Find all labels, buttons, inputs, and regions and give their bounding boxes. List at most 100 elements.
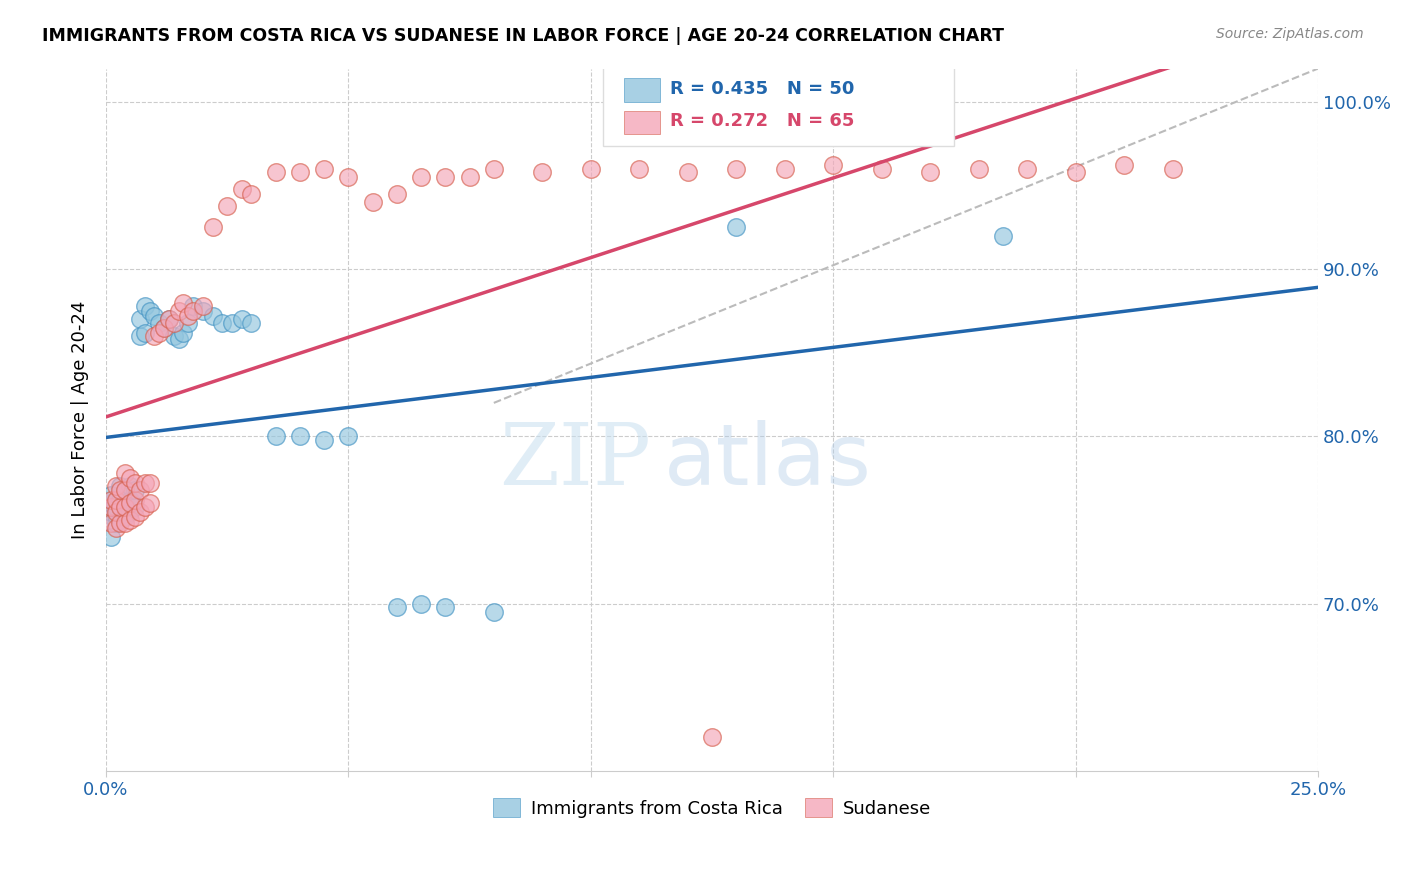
- Point: [134, 500, 156, 514]
- Legend: Immigrants from Costa Rica, Sudanese: Immigrants from Costa Rica, Sudanese: [486, 791, 938, 825]
- Point: [967, 161, 990, 176]
- Point: [264, 429, 287, 443]
- Point: [100, 488, 122, 502]
- Point: [104, 516, 127, 531]
- Point: [100, 516, 122, 531]
- Point: [104, 479, 127, 493]
- Point: [110, 516, 132, 531]
- Point: [114, 496, 136, 510]
- Point: [163, 329, 186, 343]
- Point: [128, 312, 150, 326]
- Point: [217, 199, 239, 213]
- Point: [100, 496, 122, 510]
- Point: [104, 504, 127, 518]
- Point: [823, 159, 845, 173]
- Point: [434, 599, 457, 614]
- Point: [1064, 165, 1087, 179]
- Point: [201, 220, 224, 235]
- Point: [314, 161, 336, 176]
- Point: [124, 483, 146, 497]
- Point: [157, 312, 180, 326]
- Point: [110, 500, 132, 514]
- Point: [110, 479, 132, 493]
- Point: [100, 492, 122, 507]
- Text: Source: ZipAtlas.com: Source: ZipAtlas.com: [1216, 27, 1364, 41]
- Point: [531, 165, 554, 179]
- Point: [104, 508, 127, 522]
- Point: [110, 500, 132, 514]
- Point: [191, 299, 214, 313]
- Point: [114, 483, 136, 497]
- Point: [240, 186, 263, 201]
- Point: [148, 316, 170, 330]
- Point: [114, 500, 136, 514]
- Point: [128, 483, 150, 497]
- Point: [676, 165, 699, 179]
- Point: [1114, 159, 1136, 173]
- Point: [100, 530, 122, 544]
- Point: [153, 320, 176, 334]
- Text: R = 0.272   N = 65: R = 0.272 N = 65: [669, 112, 853, 130]
- Point: [100, 500, 122, 514]
- Point: [120, 492, 142, 507]
- Point: [100, 492, 122, 507]
- Point: [124, 492, 146, 507]
- Point: [104, 521, 127, 535]
- Point: [221, 316, 243, 330]
- Point: [143, 329, 166, 343]
- Point: [482, 605, 505, 619]
- Point: [1161, 161, 1184, 176]
- Point: [153, 320, 176, 334]
- Point: [114, 466, 136, 480]
- Point: [128, 504, 150, 518]
- Bar: [623, 78, 659, 102]
- Point: [110, 483, 132, 497]
- Point: [143, 309, 166, 323]
- Point: [181, 304, 204, 318]
- Point: [240, 316, 263, 330]
- Point: [167, 304, 190, 318]
- Bar: [623, 111, 659, 134]
- Point: [134, 299, 156, 313]
- Point: [134, 476, 156, 491]
- Point: [104, 500, 127, 514]
- Point: [173, 326, 195, 340]
- Point: [201, 309, 224, 323]
- Point: [579, 161, 602, 176]
- Point: [110, 513, 132, 527]
- Point: [700, 731, 723, 745]
- Point: [148, 326, 170, 340]
- Point: [163, 316, 186, 330]
- Point: [120, 479, 142, 493]
- Point: [231, 312, 253, 326]
- Point: [458, 170, 481, 185]
- Point: [991, 228, 1014, 243]
- Point: [114, 483, 136, 497]
- Text: R = 0.435   N = 50: R = 0.435 N = 50: [669, 80, 853, 98]
- Point: [314, 433, 336, 447]
- Point: [124, 509, 146, 524]
- Point: [173, 295, 195, 310]
- Point: [138, 476, 160, 491]
- Point: [104, 492, 127, 507]
- Point: [134, 326, 156, 340]
- Point: [177, 309, 200, 323]
- Point: [110, 492, 132, 507]
- Point: [114, 516, 136, 531]
- Point: [385, 599, 408, 614]
- Point: [337, 429, 360, 443]
- Point: [288, 429, 311, 443]
- Text: atlas: atlas: [664, 420, 872, 503]
- FancyBboxPatch shape: [603, 65, 955, 145]
- Point: [177, 316, 200, 330]
- Point: [434, 170, 457, 185]
- Text: ZIP: ZIP: [499, 420, 651, 503]
- Point: [124, 500, 146, 514]
- Point: [128, 329, 150, 343]
- Point: [482, 161, 505, 176]
- Point: [120, 513, 142, 527]
- Point: [337, 170, 360, 185]
- Point: [725, 220, 748, 235]
- Point: [181, 299, 204, 313]
- Point: [628, 161, 651, 176]
